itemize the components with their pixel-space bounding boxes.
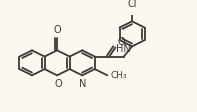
Text: O: O	[53, 25, 61, 35]
Text: CH₃: CH₃	[110, 71, 127, 80]
Text: N: N	[79, 79, 86, 89]
Text: O: O	[54, 79, 62, 89]
Text: O: O	[117, 37, 125, 46]
Text: HN: HN	[116, 44, 131, 54]
Text: Cl: Cl	[127, 0, 137, 9]
